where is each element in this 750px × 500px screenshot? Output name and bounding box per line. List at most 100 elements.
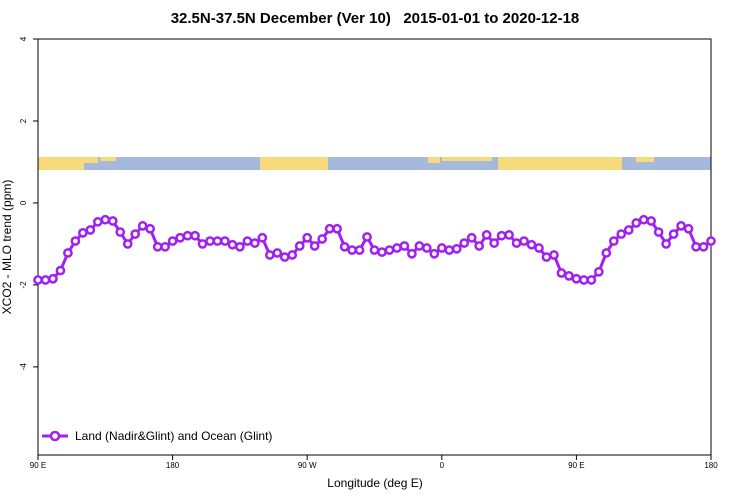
data-point xyxy=(294,241,305,251)
data-point xyxy=(70,236,81,246)
data-point xyxy=(571,273,582,284)
data-point xyxy=(257,232,268,243)
x-tick-label: 0 xyxy=(440,461,445,470)
data-point xyxy=(496,230,507,241)
data-point xyxy=(586,275,597,285)
data-point xyxy=(421,243,432,253)
x-tick-label: 180 xyxy=(704,461,718,470)
x-tick-label: 180 xyxy=(166,461,180,470)
data-point xyxy=(676,221,686,231)
data-point xyxy=(638,214,649,225)
data-point xyxy=(264,250,275,260)
data-point xyxy=(579,275,589,285)
data-point xyxy=(160,241,170,252)
data-point xyxy=(683,223,694,234)
data-point xyxy=(309,241,320,251)
data-point xyxy=(167,236,178,246)
data-point xyxy=(519,236,529,246)
data-point xyxy=(556,268,567,278)
chart-title: 32.5N-37.5N December (Ver 10) 2015-01-01… xyxy=(171,10,580,27)
data-point xyxy=(698,241,709,252)
data-point xyxy=(48,273,58,284)
x-tick-label: 90 E xyxy=(30,461,46,470)
data-point xyxy=(362,232,372,242)
data-point xyxy=(279,252,290,262)
data-point xyxy=(436,243,447,253)
data-point xyxy=(706,236,716,246)
data-point xyxy=(653,227,664,237)
y-axis-label: XCO2 - MLO trend (ppm) xyxy=(0,180,14,315)
data-point xyxy=(414,241,425,251)
data-point xyxy=(384,245,395,255)
data-point xyxy=(429,248,440,259)
data-point xyxy=(661,239,671,249)
data-point xyxy=(377,247,387,257)
data-point xyxy=(511,238,522,248)
data-point xyxy=(332,223,342,234)
data-point xyxy=(235,241,245,252)
y-tick-label: 4 xyxy=(19,36,28,41)
data-point xyxy=(616,229,627,239)
data-point xyxy=(197,239,208,249)
data-point xyxy=(691,241,701,252)
data-point xyxy=(33,275,43,285)
data-point xyxy=(152,241,163,252)
data-point xyxy=(250,238,260,248)
data-point xyxy=(115,227,126,237)
data-point xyxy=(107,216,118,226)
x-tick-label: 90 E xyxy=(568,461,584,470)
data-point xyxy=(668,229,679,239)
data-point xyxy=(220,236,230,246)
data-point xyxy=(212,236,223,246)
y-tick-label: -2 xyxy=(19,281,28,289)
data-point xyxy=(392,243,402,253)
data-point xyxy=(526,239,537,250)
data-point xyxy=(78,228,88,238)
data-point xyxy=(444,245,455,255)
data-point xyxy=(227,239,238,250)
data-point xyxy=(55,265,66,276)
data-point xyxy=(474,241,485,251)
data-point xyxy=(631,218,642,228)
data-point xyxy=(354,245,365,255)
data-point xyxy=(534,243,544,253)
data-point xyxy=(451,243,462,254)
data-point xyxy=(549,250,559,260)
data-point xyxy=(466,232,477,243)
data-point xyxy=(205,236,215,246)
data-point xyxy=(122,239,133,249)
data-point xyxy=(145,223,156,234)
y-tick-label: 2 xyxy=(19,118,28,123)
data-point xyxy=(242,236,253,246)
legend-marker xyxy=(49,430,61,442)
data-point xyxy=(40,275,51,285)
legend: Land (Nadir&Glint) and Ocean (Glint) xyxy=(42,429,272,443)
legend-label: Land (Nadir&Glint) and Ocean (Glint) xyxy=(75,429,272,443)
data-point xyxy=(541,252,552,262)
data-point xyxy=(137,221,148,231)
data-point xyxy=(85,225,96,235)
data-point xyxy=(324,223,335,234)
data-point xyxy=(623,225,634,235)
y-tick-label: -4 xyxy=(19,363,28,371)
land-ocean-strip xyxy=(38,157,711,170)
y-tick-label: 0 xyxy=(19,200,28,205)
data-point xyxy=(287,250,298,260)
x-axis-label: Longitude (deg E) xyxy=(327,476,422,490)
data-point xyxy=(489,238,499,248)
data-point xyxy=(399,241,410,251)
data-point xyxy=(564,271,574,281)
data-point xyxy=(481,230,492,240)
data-point xyxy=(347,245,357,255)
data-point xyxy=(92,216,103,227)
x-tick-label: 90 W xyxy=(298,461,317,470)
data-point xyxy=(339,241,350,252)
data-point xyxy=(504,230,514,240)
data-point xyxy=(272,248,283,258)
data-point xyxy=(369,245,380,255)
data-point xyxy=(646,216,657,226)
data-point xyxy=(63,248,73,258)
data-point xyxy=(593,266,604,277)
data-point xyxy=(601,248,612,258)
